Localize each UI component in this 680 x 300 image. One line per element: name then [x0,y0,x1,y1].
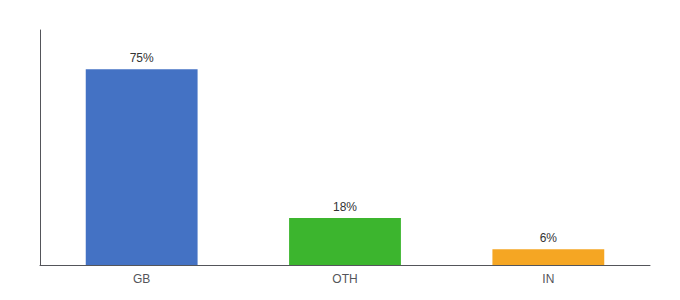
svg-text:GB: GB [133,272,150,286]
svg-text:OTH: OTH [332,272,357,286]
svg-text:75%: 75% [130,51,154,65]
svg-text:18%: 18% [333,200,357,214]
svg-text:IN: IN [542,272,554,286]
svg-text:6%: 6% [540,231,558,245]
